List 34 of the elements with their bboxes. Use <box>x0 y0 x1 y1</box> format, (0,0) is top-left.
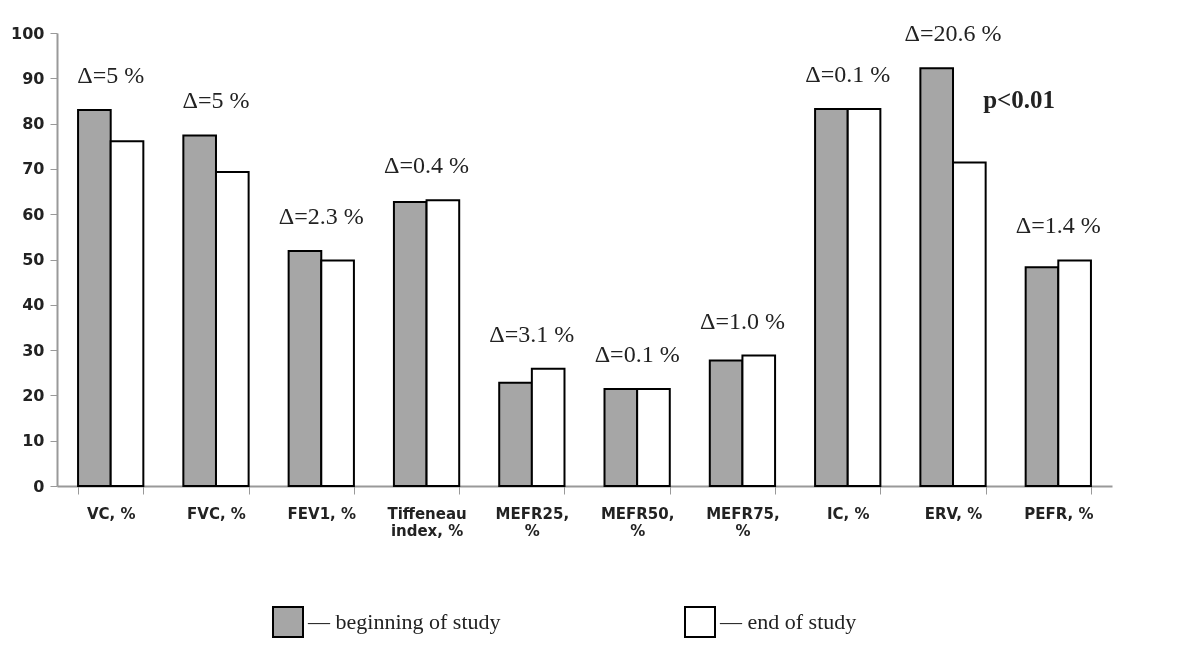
x-tick-label: PEFR, % <box>1024 504 1094 523</box>
y-tick-label: 60 <box>22 204 45 224</box>
x-tick-label: IC, % <box>826 504 870 523</box>
annotation: Δ=1.4 % <box>1015 212 1101 239</box>
annotation: Δ=0.1 % <box>805 61 891 88</box>
annotation: Δ=20.6 % <box>904 20 1002 47</box>
annotation: Δ=1.0 % <box>699 307 785 334</box>
x-tick-label: FVC, % <box>187 504 246 523</box>
x-tick-label: MEFR25, % <box>495 504 570 540</box>
y-tick-label: 10 <box>22 431 45 451</box>
x-tick-label: VC, % <box>86 504 136 523</box>
y-tick-label: 70 <box>22 159 45 179</box>
y-tick-label: 90 <box>22 68 45 88</box>
y-tick-label: 80 <box>22 114 45 134</box>
annotation: Δ=0.1 % <box>594 341 680 368</box>
x-tick-label: Tiffeneau index, % <box>387 504 467 540</box>
y-tick-label: 50 <box>22 250 45 269</box>
annotation: Δ=2.3 % <box>278 202 364 229</box>
legend-label: — end of study <box>719 609 857 634</box>
annotation: Δ=5 % <box>182 87 250 114</box>
y-tick-label: 30 <box>22 340 45 360</box>
x-tick-label: MEFR75, % <box>706 504 780 540</box>
legend-label: — beginning of study <box>307 609 501 634</box>
x-tick-label: ERV, % <box>924 504 983 523</box>
x-tick-label: MEFR50, % <box>600 504 675 540</box>
y-tick-label: 100 <box>11 23 45 43</box>
annotation: Δ=3.1 % <box>489 320 575 347</box>
annotation: p<0.01 <box>983 86 1056 113</box>
x-tick-label: FEV1, % <box>287 504 357 523</box>
y-tick-label: 0 <box>33 476 45 496</box>
annotation: Δ=0.4 % <box>384 152 470 179</box>
y-tick-label: 40 <box>22 295 45 315</box>
annotation: Δ=5 % <box>77 62 145 89</box>
y-tick-label: 20 <box>22 385 45 405</box>
